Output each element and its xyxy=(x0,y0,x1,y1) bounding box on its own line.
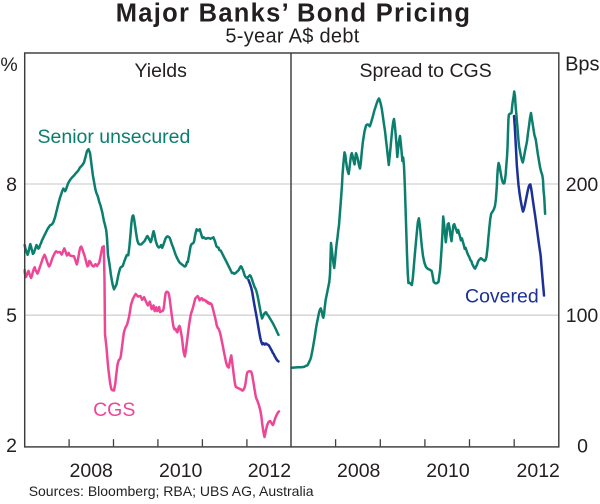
svg-text:5: 5 xyxy=(6,305,17,327)
svg-text:Senior unsecured: Senior unsecured xyxy=(38,126,191,148)
svg-text:2012: 2012 xyxy=(248,460,291,482)
svg-text:0: 0 xyxy=(577,436,588,458)
svg-text:%: % xyxy=(0,54,17,76)
svg-text:2010: 2010 xyxy=(426,460,470,482)
svg-text:8: 8 xyxy=(6,174,17,196)
svg-text:2012: 2012 xyxy=(517,460,560,482)
svg-text:2008: 2008 xyxy=(70,460,113,482)
svg-text:Covered: Covered xyxy=(465,286,539,308)
svg-text:Sources: Bloomberg; RBA; UBS A: Sources: Bloomberg; RBA; UBS AG, Austral… xyxy=(29,483,314,499)
svg-text:Bps: Bps xyxy=(565,54,599,76)
svg-text:Yields: Yields xyxy=(135,60,188,82)
svg-text:2008: 2008 xyxy=(337,460,380,482)
svg-text:CGS: CGS xyxy=(93,399,135,421)
svg-text:2010: 2010 xyxy=(159,460,203,482)
svg-text:5-year A$ debt: 5-year A$ debt xyxy=(225,25,359,47)
svg-text:Major Banks’ Bond Pricing: Major Banks’ Bond Pricing xyxy=(116,0,472,28)
svg-text:200: 200 xyxy=(566,174,599,196)
svg-text:2: 2 xyxy=(6,435,17,457)
svg-text:Spread to CGS: Spread to CGS xyxy=(359,60,491,82)
svg-text:100: 100 xyxy=(566,305,599,327)
